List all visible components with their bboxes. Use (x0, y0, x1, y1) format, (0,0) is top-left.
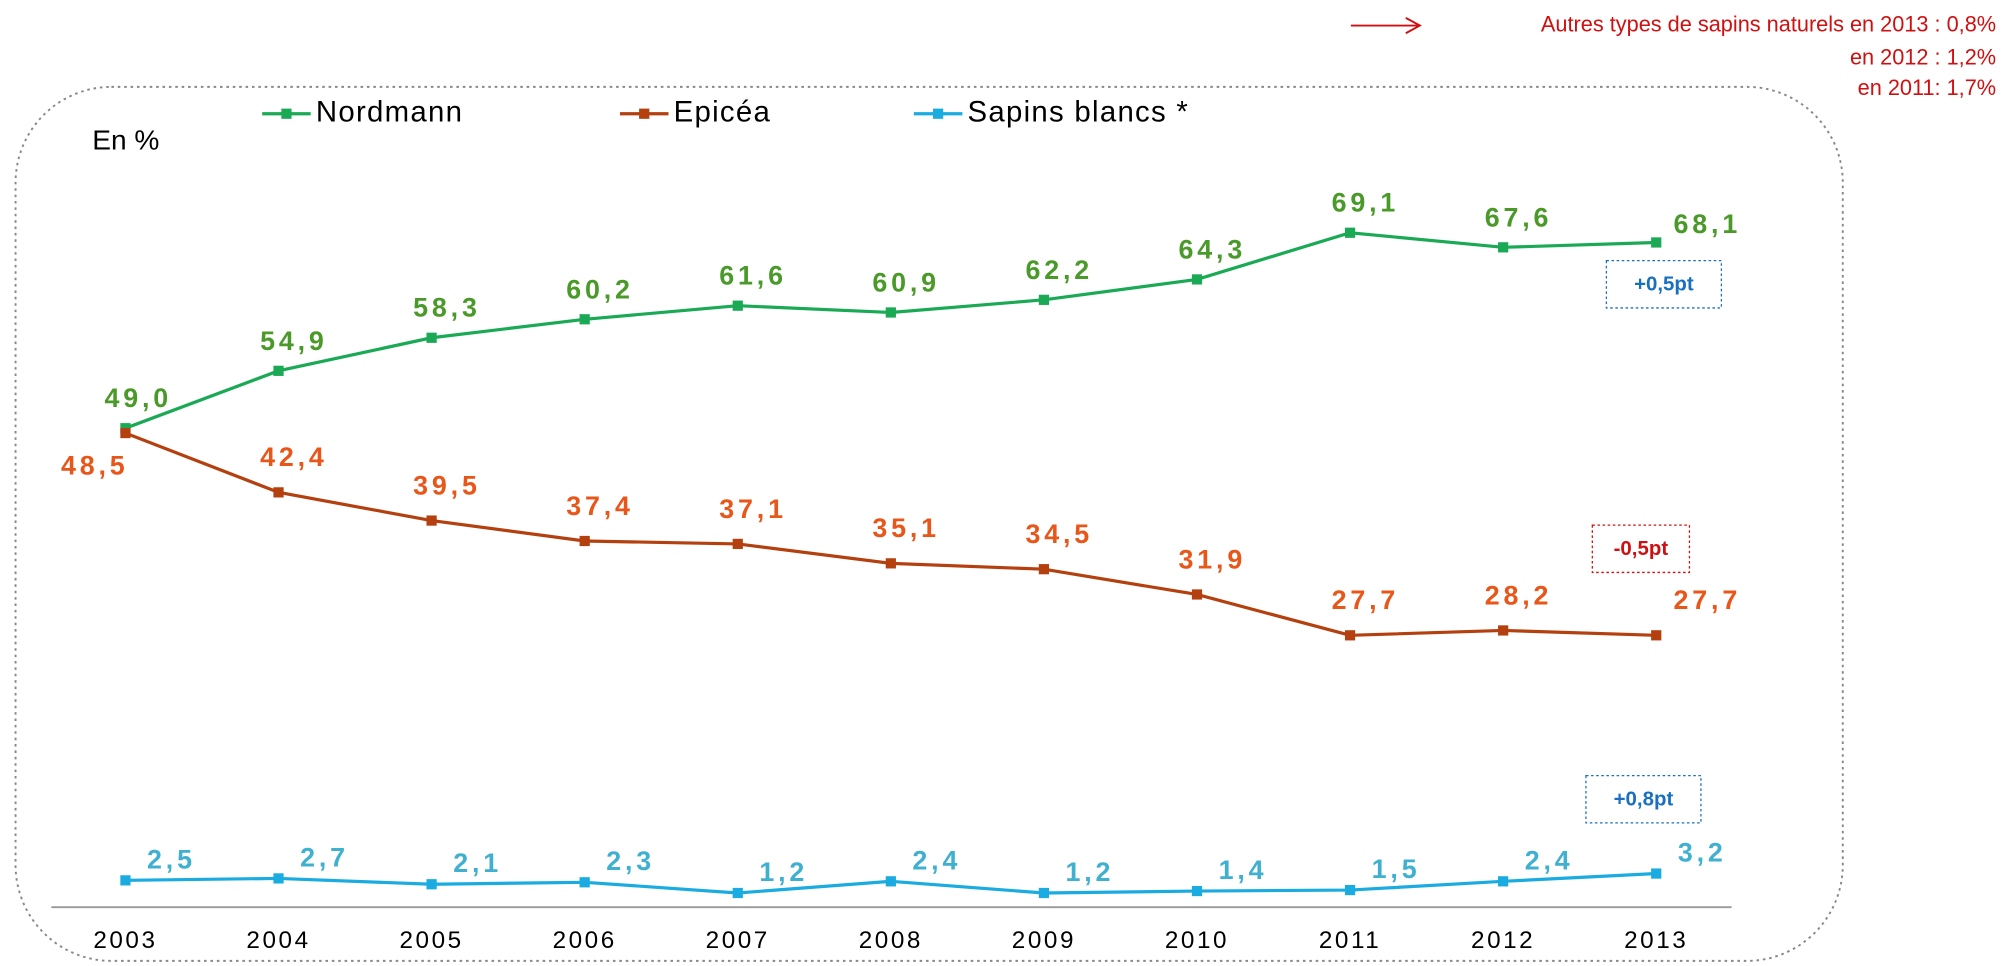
annotation-box (1585, 774, 1702, 824)
point (732, 887, 743, 899)
point (1344, 227, 1356, 238)
value-label: 2,5 (147, 844, 196, 874)
point (273, 873, 284, 884)
legend-marker (639, 108, 650, 119)
point (1498, 876, 1509, 887)
legend-label: Nordmann (316, 95, 463, 128)
value-label: 54,9 (260, 326, 328, 356)
legend-marker (933, 108, 944, 119)
value-label: 31,9 (1179, 544, 1247, 574)
point (885, 307, 896, 318)
unit-label: En % (92, 124, 159, 155)
value-label: 2,4 (1525, 845, 1574, 875)
legend-label: Epicéa (674, 95, 771, 128)
point (579, 314, 590, 325)
point (732, 538, 743, 550)
point (273, 365, 284, 376)
point (1038, 294, 1050, 305)
point (885, 558, 896, 569)
annotation: +0,8pt (1614, 787, 1674, 810)
point (732, 300, 743, 311)
x-tick-label: 2007 (706, 927, 770, 954)
x-tick-label: 2005 (399, 927, 463, 954)
value-label: 28,2 (1485, 580, 1553, 610)
value-label: 62,2 (1025, 255, 1093, 285)
x-tick-label: 2011 (1319, 927, 1381, 954)
point (579, 535, 590, 547)
value-label: 1,2 (1066, 857, 1115, 887)
x-tick-label: 2013 (1624, 927, 1688, 954)
value-label: 27,7 (1674, 585, 1742, 615)
value-label: 49,0 (104, 383, 172, 413)
annotation-box (1605, 260, 1723, 309)
value-label: 2,3 (606, 846, 655, 876)
value-label: 60,9 (872, 267, 940, 297)
value-label: 1,2 (759, 857, 808, 887)
value-label: 35,1 (872, 513, 940, 543)
x-tick-label: 2003 (93, 927, 157, 954)
value-label: 69,1 (1332, 188, 1400, 218)
legend-marker (281, 108, 292, 119)
value-label: 34,5 (1025, 519, 1093, 549)
annotation: +0,5pt (1634, 272, 1694, 295)
point (1651, 630, 1662, 641)
note: en 2011: 1,7% (1858, 75, 1996, 100)
value-label: 2,4 (912, 845, 961, 875)
x-tick-label: 2004 (246, 927, 310, 954)
point (426, 515, 437, 526)
legend-label: Sapins blancs * (968, 95, 1190, 128)
value-label: 39,5 (413, 470, 481, 500)
value-label: 48,5 (61, 451, 129, 481)
point (120, 427, 131, 439)
value-label: 68,1 (1674, 209, 1742, 239)
value-label: 64,3 (1179, 234, 1247, 264)
value-label: 37,1 (719, 494, 787, 524)
point (1038, 564, 1050, 575)
point (273, 487, 284, 498)
value-label: 1,5 (1372, 854, 1421, 884)
x-tick-label: 2009 (1012, 927, 1076, 954)
value-label: 67,6 (1485, 202, 1553, 232)
point (1344, 630, 1356, 641)
value-label: 3,2 (1678, 837, 1727, 867)
point (426, 879, 437, 890)
point (120, 875, 131, 886)
value-label: 2,1 (453, 848, 502, 878)
note-arrow-head (1405, 17, 1422, 35)
point (1038, 887, 1050, 899)
point (579, 877, 590, 888)
value-label: 2,7 (300, 842, 349, 872)
series-line (124, 231, 1657, 430)
point (1191, 589, 1203, 600)
x-tick-label: 2006 (553, 927, 617, 954)
x-tick-label: 2008 (859, 927, 923, 954)
note: Autres types de sapins naturels en 2013 … (1541, 11, 1996, 36)
value-label: 42,4 (260, 442, 328, 472)
value-label: 60,2 (566, 274, 634, 304)
value-label: 58,3 (413, 293, 481, 323)
value-label: 61,6 (719, 261, 787, 291)
value-label: 37,4 (566, 491, 634, 521)
value-label: 27,7 (1332, 585, 1400, 615)
point (1344, 884, 1356, 896)
value-label: 1,4 (1219, 855, 1268, 885)
point (1498, 242, 1509, 253)
point (1651, 237, 1662, 248)
point (426, 332, 437, 343)
point (1651, 868, 1662, 879)
annotation-box (1591, 524, 1691, 574)
x-tick-label: 2010 (1165, 927, 1229, 954)
point (1191, 885, 1203, 897)
x-tick-label: 2012 (1471, 927, 1535, 954)
annotation: -0,5pt (1614, 537, 1669, 560)
point (1191, 274, 1203, 285)
point (885, 876, 896, 887)
note: en 2012 : 1,2% (1850, 45, 1996, 70)
frame (14, 85, 1844, 962)
point (1498, 625, 1509, 636)
